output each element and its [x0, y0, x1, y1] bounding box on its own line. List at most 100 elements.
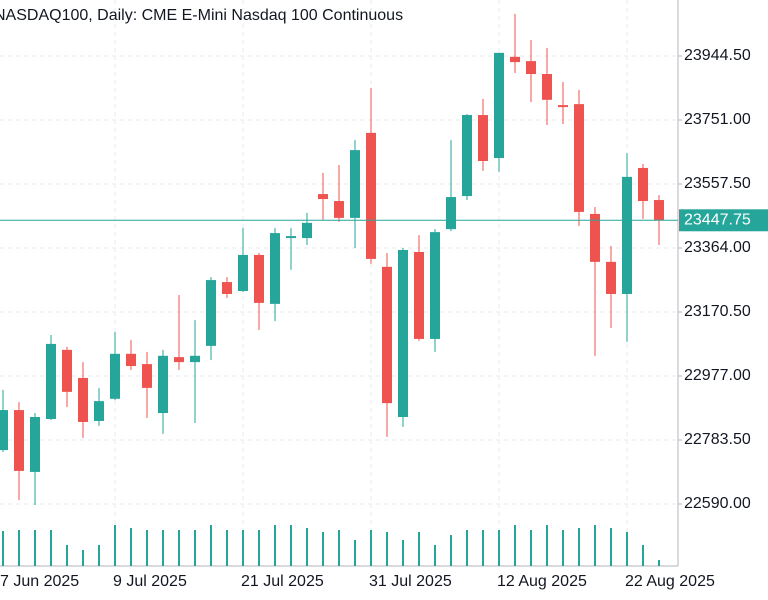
- x-tick-label: 12 Aug 2025: [497, 573, 587, 590]
- candle-body: [494, 52, 504, 159]
- volume-bar: [530, 530, 532, 566]
- volume-bar: [210, 525, 212, 566]
- x-tick-label: 21 Jul 2025: [241, 573, 324, 590]
- volume-bar: [258, 530, 260, 566]
- candle-body: [590, 213, 600, 262]
- volume-bar: [514, 525, 516, 566]
- candle-body: [350, 150, 360, 218]
- candle-body: [542, 74, 552, 100]
- volume-bar: [114, 525, 116, 566]
- candle-body: [14, 410, 24, 471]
- volume-bar: [130, 528, 132, 566]
- candle-body: [574, 104, 584, 212]
- volume-bar: [306, 528, 308, 566]
- volume-bar: [450, 535, 452, 566]
- candle-body: [510, 56, 520, 63]
- volume-bar: [18, 530, 20, 566]
- volume-bar: [82, 550, 84, 566]
- y-tick-label: 22590.00: [684, 495, 751, 512]
- candle-body: [462, 115, 472, 197]
- volume-bar: [466, 530, 468, 566]
- volume-bar: [610, 528, 612, 566]
- volume-bar: [386, 532, 388, 566]
- volume-bar: [562, 530, 564, 566]
- candle-body: [238, 254, 248, 291]
- candle-body: [46, 343, 56, 419]
- y-tick-label: 23557.50: [684, 175, 751, 192]
- volume-bar: [418, 532, 420, 566]
- y-tick-label: 23364.00: [684, 239, 751, 256]
- volume-bar: [50, 530, 52, 566]
- candle-body: [622, 176, 632, 294]
- candle-body: [558, 105, 568, 108]
- candle-body: [286, 236, 296, 239]
- volume-bar: [578, 528, 580, 566]
- y-tick-label: 23944.50: [684, 47, 751, 64]
- candle-body: [398, 249, 408, 418]
- candle-body: [126, 353, 136, 367]
- candle-body: [334, 201, 344, 218]
- volume-bar: [546, 525, 548, 566]
- volume-bar: [226, 530, 228, 566]
- volume-bar: [658, 560, 660, 566]
- volume-bar: [498, 530, 500, 566]
- candle-body: [270, 233, 280, 304]
- candle-body: [158, 355, 168, 414]
- volume-bar: [626, 532, 628, 566]
- volume-bar: [242, 530, 244, 566]
- candle-body: [302, 222, 312, 239]
- volume-bar: [34, 530, 36, 566]
- y-tick-label: 23170.50: [684, 303, 751, 320]
- x-tick-label: 31 Jul 2025: [369, 573, 452, 590]
- volume-bar: [354, 540, 356, 566]
- volume-bar: [434, 545, 436, 566]
- volume-bar: [162, 530, 164, 566]
- candle-body: [174, 357, 184, 363]
- volume-bar: [482, 530, 484, 566]
- volume-bar: [2, 531, 4, 566]
- candle-body: [318, 194, 328, 200]
- candle-body: [30, 417, 40, 472]
- volume-bar: [594, 525, 596, 566]
- candle-body: [366, 132, 376, 259]
- volume-bar: [370, 530, 372, 566]
- y-tick-label: 22977.00: [684, 367, 751, 384]
- candle-body: [94, 401, 104, 421]
- candle-body: [190, 355, 200, 363]
- y-tick-label: 23751.00: [684, 111, 751, 128]
- volume-bar: [642, 545, 644, 566]
- candle-body: [142, 364, 152, 388]
- last-price-box: [679, 209, 768, 232]
- candle-body: [110, 353, 120, 399]
- candle-body: [478, 115, 488, 162]
- candle-body: [606, 261, 616, 294]
- volume-bar: [66, 545, 68, 566]
- candle-body: [382, 266, 392, 404]
- candle-body: [430, 232, 440, 339]
- x-tick-label: 7 Jun 2025: [0, 573, 79, 590]
- candle-body: [254, 254, 264, 303]
- volume-bar: [274, 525, 276, 566]
- candle-body: [0, 410, 8, 451]
- candle-body: [526, 61, 536, 75]
- volume-bar: [290, 525, 292, 566]
- candle-body: [78, 377, 88, 422]
- volume-bar: [146, 530, 148, 566]
- candle-body: [206, 280, 216, 346]
- volume-bar: [194, 530, 196, 566]
- volume-bar: [322, 532, 324, 566]
- volume-bar: [178, 530, 180, 566]
- chart-title: NASDAQ100, Daily: CME E-Mini Nasdaq 100 …: [0, 7, 403, 24]
- candle-body: [446, 197, 456, 230]
- candle-body: [222, 282, 232, 294]
- volume-bar: [338, 530, 340, 566]
- last-price-label: 23447.75: [684, 212, 751, 229]
- candle-body: [638, 167, 648, 202]
- candle-body: [414, 251, 424, 339]
- candle-body: [654, 200, 664, 221]
- y-tick-label: 22783.50: [684, 431, 751, 448]
- volume-bar: [402, 540, 404, 566]
- x-tick-label: 22 Aug 2025: [625, 573, 715, 590]
- volume-bar: [98, 545, 100, 566]
